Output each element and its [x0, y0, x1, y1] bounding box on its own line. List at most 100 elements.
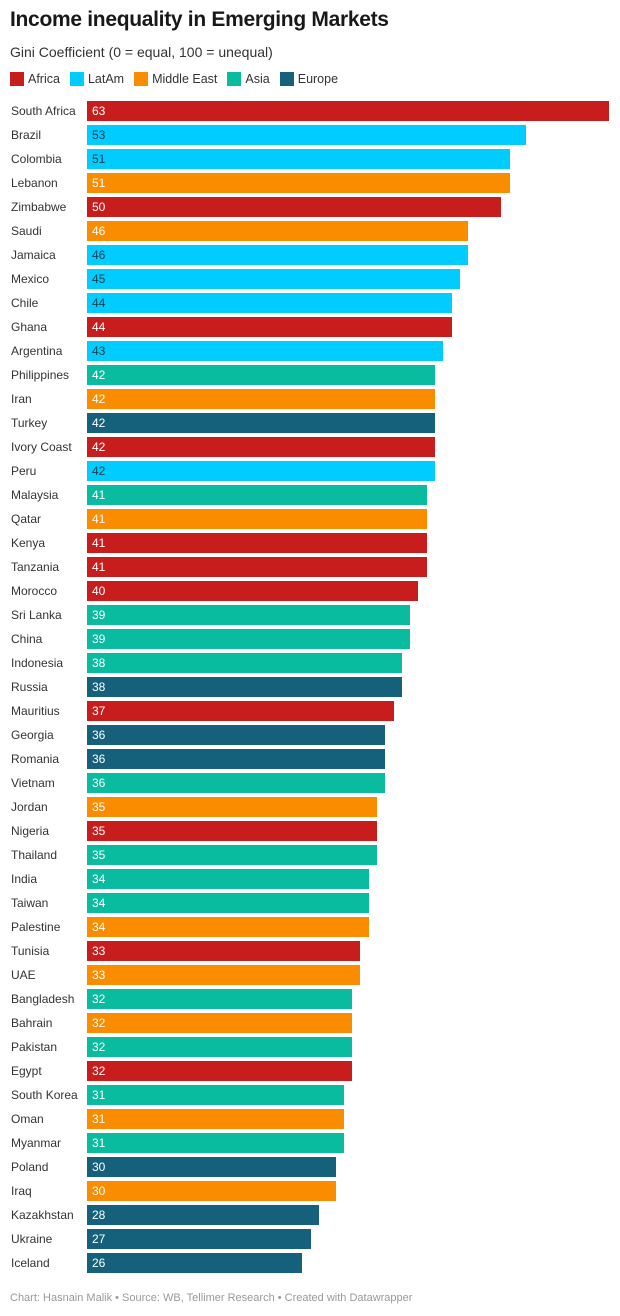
- category-label: Oman: [11, 1112, 44, 1126]
- bar-row: Russia 38: [0, 677, 620, 697]
- bar-row: Ghana 44: [0, 317, 620, 337]
- category-label: Bahrain: [11, 1016, 53, 1030]
- bar: [87, 605, 411, 625]
- category-label: Iceland: [11, 1256, 50, 1270]
- legend-swatch: [69, 72, 84, 86]
- data-label: 41: [92, 560, 106, 574]
- data-label: 42: [92, 368, 106, 382]
- bar: [87, 725, 386, 745]
- bar: [87, 317, 452, 337]
- category-label: Pakistan: [11, 1040, 58, 1054]
- legend-item: Africa: [10, 72, 60, 86]
- data-label: 32: [92, 992, 106, 1006]
- legend-swatch: [227, 72, 242, 86]
- data-label: 31: [92, 1112, 106, 1126]
- legend-label: Asia: [245, 72, 270, 86]
- category-label: Kenya: [11, 536, 46, 550]
- bar-row: South Africa 63: [0, 101, 620, 121]
- bar: [87, 509, 427, 529]
- category-label: Nigeria: [11, 824, 50, 838]
- legend-item: Middle East: [134, 72, 217, 86]
- bar-row: Indonesia 38: [0, 653, 620, 673]
- bar: [87, 1181, 336, 1201]
- bar: [87, 797, 377, 817]
- bar-row: Zimbabwe 50: [0, 197, 620, 217]
- legend-item: Asia: [227, 72, 270, 86]
- category-label: Ivory Coast: [11, 440, 72, 454]
- bar: [87, 413, 435, 433]
- data-label: 42: [92, 392, 106, 406]
- bar: [87, 533, 427, 553]
- category-label: South Korea: [11, 1088, 78, 1102]
- bar-row: South Korea 31: [0, 1085, 620, 1105]
- category-label: Poland: [11, 1160, 49, 1174]
- data-label: 44: [92, 296, 106, 310]
- category-label: Thailand: [11, 848, 58, 862]
- data-label: 28: [92, 1208, 106, 1222]
- bar: [87, 341, 444, 361]
- data-label: 26: [92, 1256, 106, 1270]
- chart-title: Income inequality in Emerging Markets: [10, 8, 389, 31]
- data-label: 36: [92, 752, 106, 766]
- bar-row: Morocco 40: [0, 581, 620, 601]
- bar: [87, 989, 353, 1009]
- bar: [87, 701, 394, 721]
- data-label: 44: [92, 320, 106, 334]
- legend-swatch: [279, 72, 294, 86]
- category-label: Palestine: [11, 920, 61, 934]
- category-label: Indonesia: [11, 656, 64, 670]
- bar-row: Ukraine 27: [0, 1229, 620, 1249]
- bar: [87, 749, 386, 769]
- category-label: Turkey: [11, 416, 48, 430]
- data-label: 35: [92, 824, 106, 838]
- bar-row: Thailand 35: [0, 845, 620, 865]
- bar-row: Iran 42: [0, 389, 620, 409]
- bar: [87, 1157, 336, 1177]
- data-label: 50: [92, 200, 106, 214]
- bar-row: Turkey 42: [0, 413, 620, 433]
- category-label: Qatar: [11, 512, 42, 526]
- bar-row: Romania 36: [0, 749, 620, 769]
- bar-row: Tanzania 41: [0, 557, 620, 577]
- bar: [87, 917, 369, 937]
- data-label: 36: [92, 776, 106, 790]
- bar-row: Taiwan 34: [0, 893, 620, 913]
- data-label: 51: [92, 176, 106, 190]
- data-label: 38: [92, 680, 106, 694]
- data-label: 46: [92, 224, 106, 238]
- category-label: Philippines: [11, 368, 70, 382]
- bar: [87, 629, 411, 649]
- data-label: 45: [92, 272, 106, 286]
- bar-row: Jamaica 46: [0, 245, 620, 265]
- data-label: 38: [92, 656, 106, 670]
- bar-row: Poland 30: [0, 1157, 620, 1177]
- data-label: 32: [92, 1016, 106, 1030]
- category-label: Tanzania: [11, 560, 60, 574]
- legend: Africa LatAm Middle East Asia Europe: [10, 72, 338, 86]
- bar-row: Lebanon 51: [0, 173, 620, 193]
- legend-swatch: [134, 72, 149, 86]
- data-label: 35: [92, 800, 106, 814]
- bar-row: Iceland 26: [0, 1253, 620, 1273]
- footer: Chart: Hasnain Malik • Source: WB, Telli…: [10, 1292, 413, 1304]
- bar: [87, 1061, 353, 1081]
- bar: [87, 1085, 344, 1105]
- category-label: Tunisia: [11, 944, 50, 958]
- bar: [87, 149, 510, 169]
- legend-label: Europe: [297, 72, 339, 86]
- category-label: Iran: [11, 392, 32, 406]
- bar: [87, 173, 510, 193]
- bar-row: Colombia 51: [0, 149, 620, 169]
- data-label: 40: [92, 584, 106, 598]
- bar: [87, 125, 527, 145]
- data-label: 43: [92, 344, 106, 358]
- category-label: China: [11, 632, 43, 646]
- chart-subtitle: Gini Coefficient (0 = equal, 100 = unequ…: [10, 44, 273, 60]
- data-label: 36: [92, 728, 106, 742]
- legend-label: Middle East: [152, 72, 218, 86]
- data-label: 51: [92, 152, 106, 166]
- bar-row: Bangladesh 32: [0, 989, 620, 1009]
- bar: [87, 581, 419, 601]
- bar: [87, 893, 369, 913]
